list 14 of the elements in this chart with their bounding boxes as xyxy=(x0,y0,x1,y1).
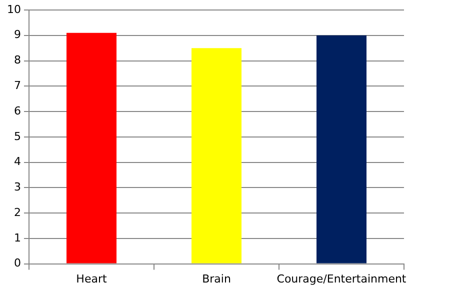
y-tick-label: 5 xyxy=(14,130,21,143)
x-tick-label: Brain xyxy=(202,272,231,286)
y-tick-label: 9 xyxy=(14,28,21,42)
y-tick-label: 7 xyxy=(14,79,21,92)
y-tick-label: 3 xyxy=(14,180,21,194)
y-tick-label: 6 xyxy=(14,104,21,118)
y-tick-label: 10 xyxy=(6,2,21,16)
y-tick-label: 8 xyxy=(14,54,21,67)
x-tick-label: Heart xyxy=(76,272,108,286)
y-tick-label: 2 xyxy=(14,206,21,219)
y-tick-label: 1 xyxy=(14,231,21,244)
y-tick-label: 4 xyxy=(14,155,21,168)
y-tick-label: 0 xyxy=(14,256,21,270)
x-tick-label: Courage/Entertainment xyxy=(276,272,407,286)
